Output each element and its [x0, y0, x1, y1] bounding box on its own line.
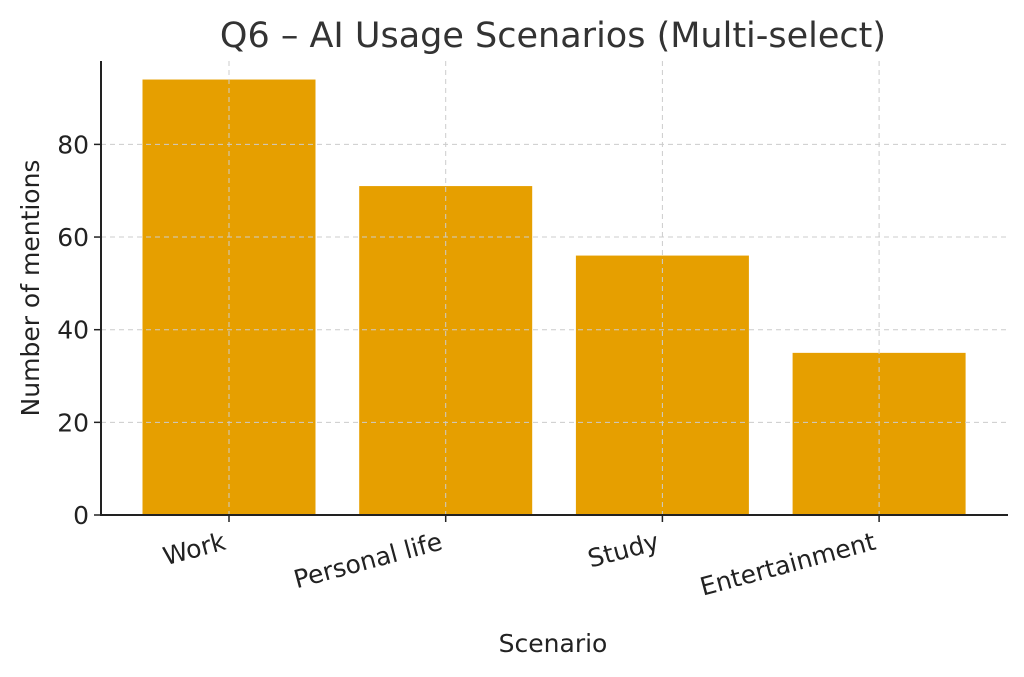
y-axis-label: Number of mentions — [16, 160, 45, 417]
x-tick-label: Entertainment — [697, 527, 879, 602]
x-ticks: Work Personal life Study Entertainment — [160, 515, 880, 602]
grid — [101, 61, 1008, 515]
chart-title: Q6 – AI Usage Scenarios (Multi-select) — [220, 16, 886, 56]
x-tick-label: Study — [585, 527, 662, 574]
y-tick-label: 60 — [57, 223, 89, 252]
y-ticks: 0 20 40 60 80 — [57, 130, 101, 530]
y-tick-label: 80 — [57, 130, 89, 159]
y-tick-label: 40 — [57, 316, 89, 345]
x-axis-label: Scenario — [499, 629, 608, 658]
y-tick-label: 20 — [57, 408, 89, 437]
axes — [100, 61, 1008, 516]
y-tick-label: 0 — [73, 501, 89, 530]
x-tick-label: Personal life — [291, 527, 446, 594]
x-tick-label: Work — [160, 527, 229, 572]
